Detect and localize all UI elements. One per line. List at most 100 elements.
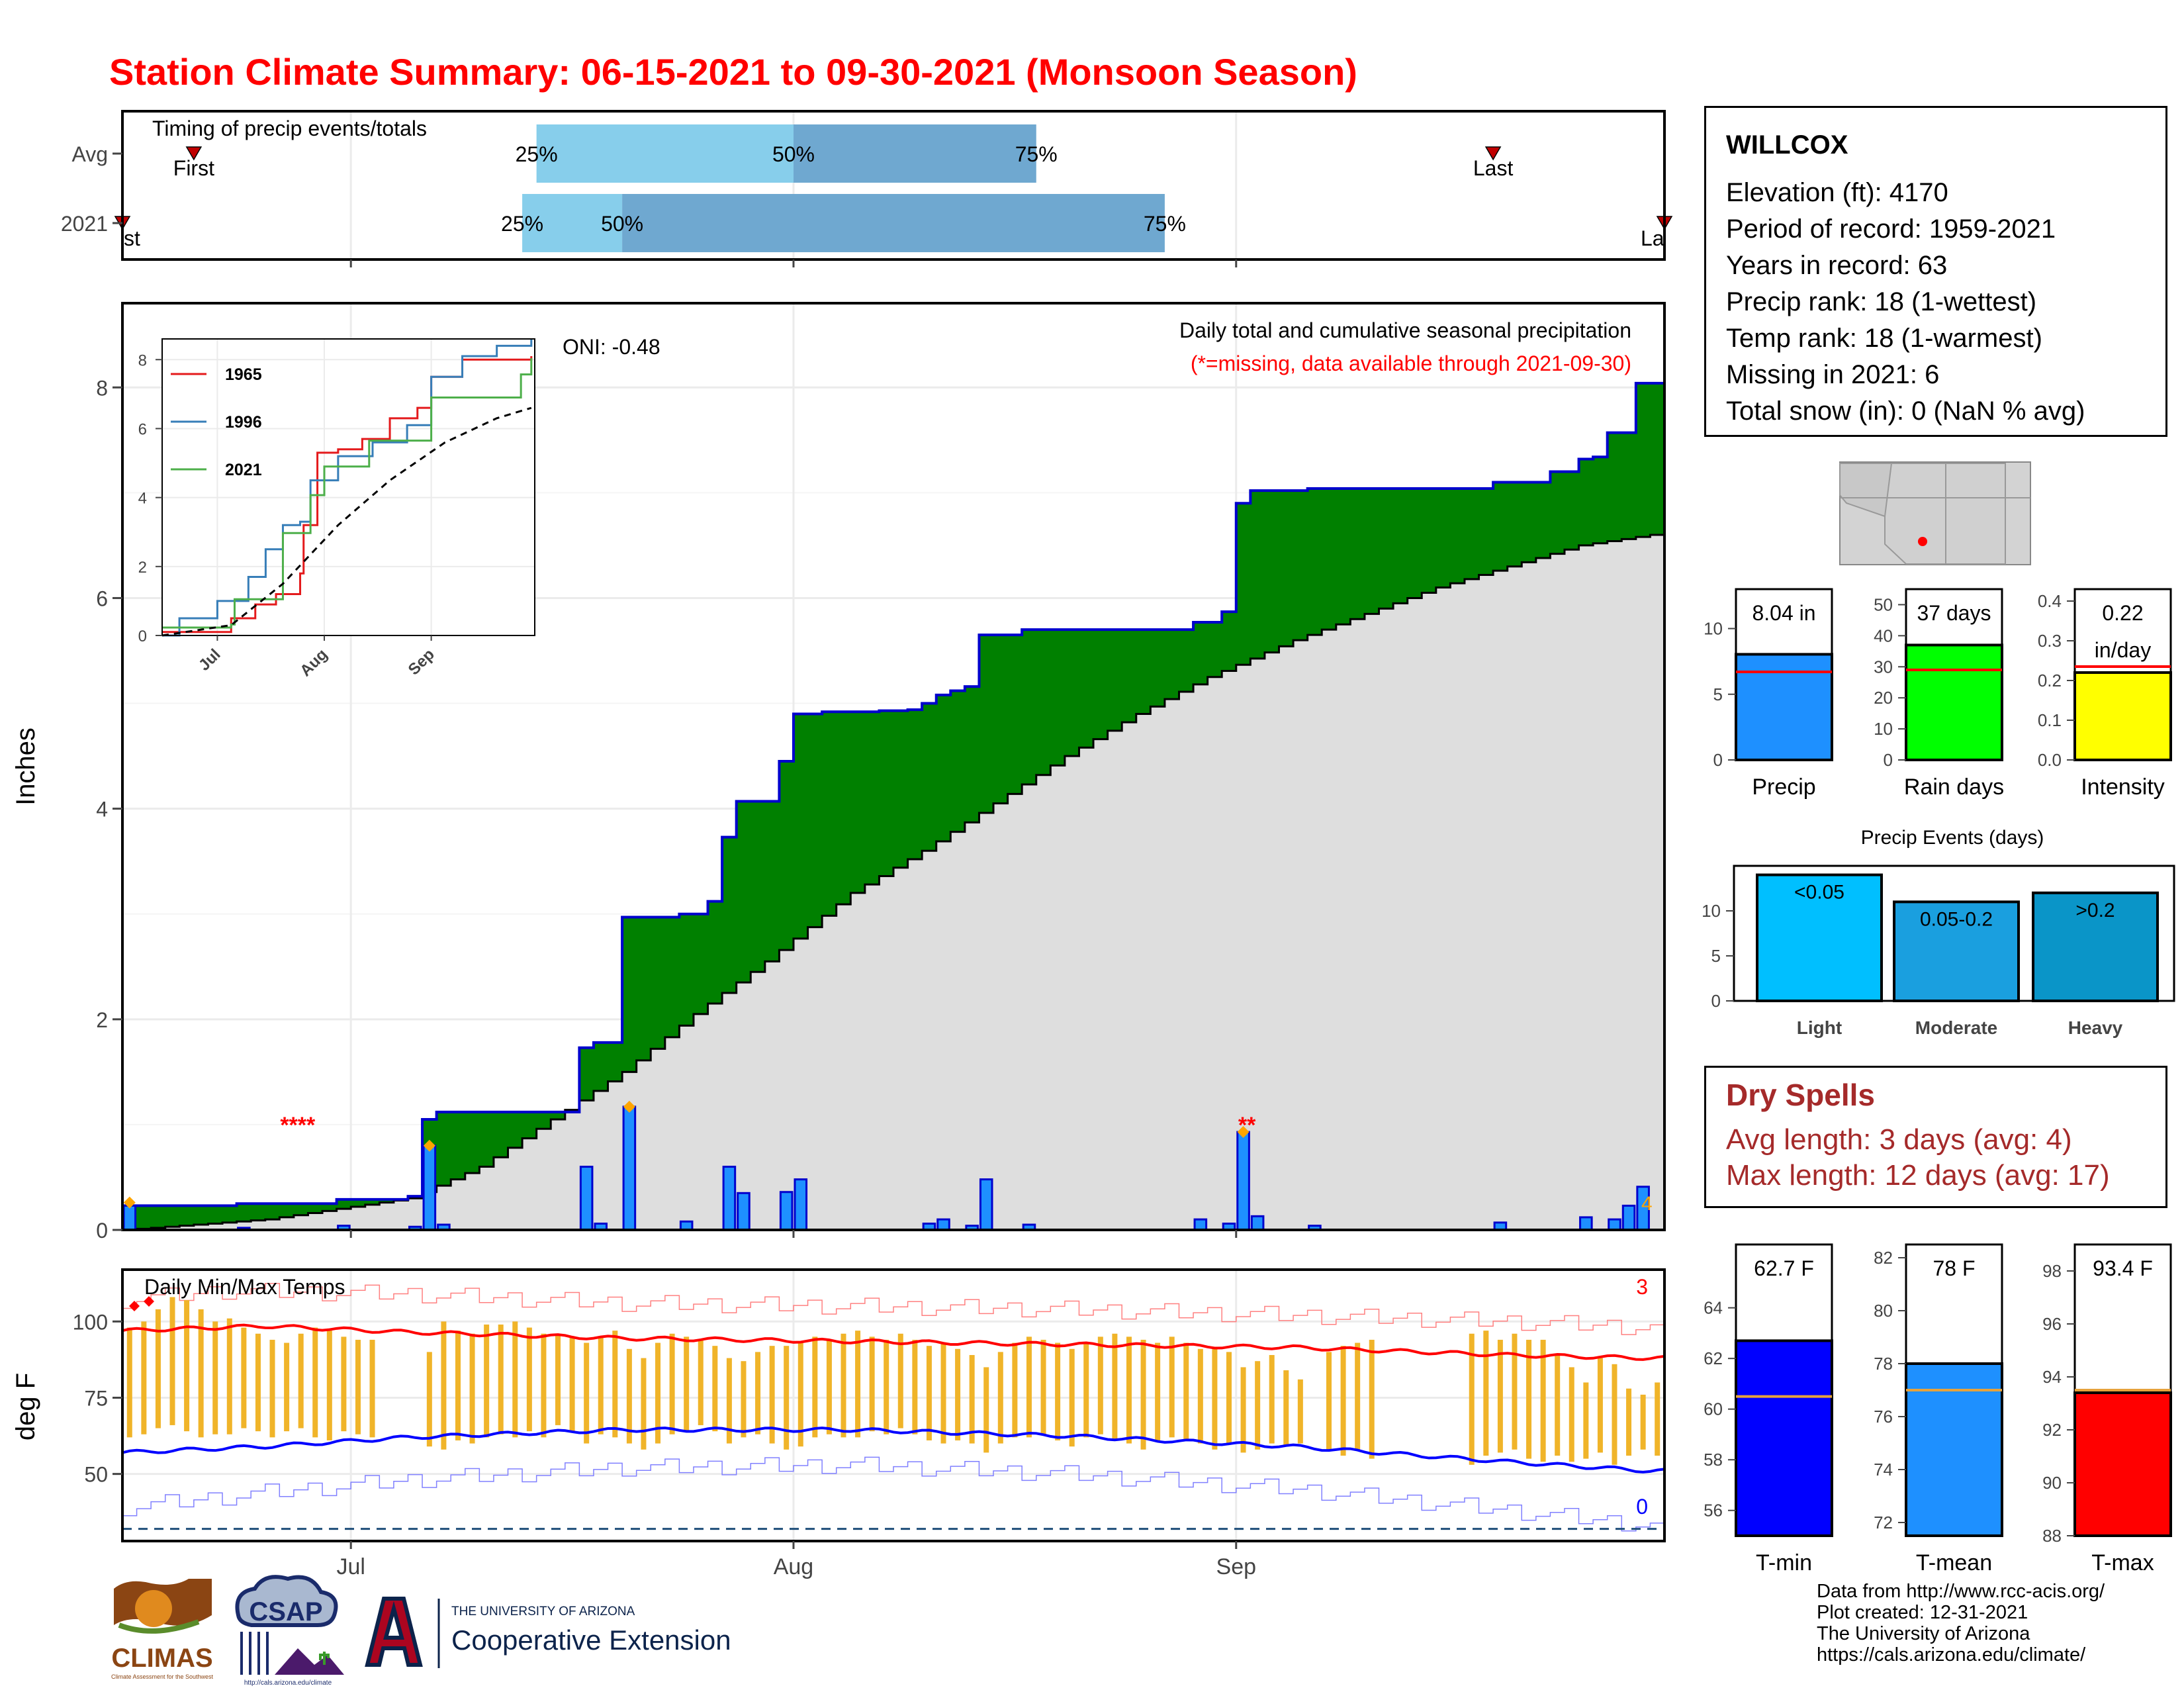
daily-temp-bar-95 <box>1626 1388 1632 1456</box>
daily-temp-bar-58 <box>997 1352 1003 1444</box>
record-count-label: 4 <box>1641 1193 1653 1215</box>
daily-temp-bar-31 <box>612 1331 618 1438</box>
timing-avg-p25-label: 25% <box>516 142 558 166</box>
daily-temp-bar-83 <box>1369 1339 1375 1459</box>
daily-temp-bar-86 <box>1497 1339 1503 1453</box>
csap-cloud-icon <box>235 1575 338 1627</box>
csap-mountain-icon <box>275 1648 344 1675</box>
timing-plot-border <box>121 110 1666 261</box>
t-max-value-label: 93.4 F <box>2093 1256 2153 1280</box>
map-arizona-region <box>1884 463 1946 565</box>
daily-temp-bar-71 <box>1183 1342 1189 1440</box>
average-cumulative-line <box>122 534 1664 1231</box>
daily-temp-bar-5 <box>198 1309 204 1438</box>
daily-temp-bar-22 <box>484 1324 490 1438</box>
daily-temp-bar-6 <box>212 1321 218 1434</box>
daily-precip-bar-11 <box>737 1192 751 1231</box>
t-min-ytick-label-2: 60 <box>1704 1399 1723 1419</box>
daily-temp-bar-41 <box>755 1352 761 1434</box>
daily-record-marker-0 <box>123 1196 136 1209</box>
station-elevation: Elevation (ft): 4170 <box>1726 178 1948 207</box>
daily-temp-bar-1 <box>141 1321 147 1434</box>
temp-plot-border <box>121 1268 1666 1542</box>
station-period: Period of record: 1959-2021 <box>1726 214 2056 244</box>
temp-ytick-label-0: 50 <box>84 1463 108 1487</box>
rain-days-ytick-label-4: 40 <box>1874 626 1893 645</box>
rain-days-ytick-label-3: 30 <box>1874 657 1893 677</box>
missing-data-note: (*=missing, data available through 2021-… <box>1191 352 1631 375</box>
climas-sun-icon <box>135 1590 172 1627</box>
daily-temp-bar-96 <box>1640 1394 1646 1450</box>
daily-temp-bar-57 <box>983 1367 989 1453</box>
intensity-ytick-label-4: 0.4 <box>2038 591 2062 611</box>
timing-2021-p50-label: 50% <box>601 212 643 236</box>
daily-precip-bar-22 <box>1250 1215 1265 1231</box>
daily-temp-bar-37 <box>698 1339 704 1425</box>
inset-legend-label-1965: 1965 <box>225 365 262 384</box>
timing-row-label-1: 2021 <box>61 212 108 236</box>
precip-ytick-label-1: 5 <box>1713 684 1723 704</box>
credit-university: The University of Arizona <box>1817 1623 2030 1644</box>
record-min-temp-line <box>122 1456 1664 1532</box>
daily-temp-bar-50 <box>884 1339 889 1434</box>
station-location-marker <box>1918 537 1927 546</box>
daily-temp-bar-64 <box>1083 1342 1089 1438</box>
daily-precip-bar-26 <box>1608 1218 1621 1231</box>
climas-logo-text: CLIMAS <box>111 1644 212 1673</box>
rain-days-value-bar <box>1905 643 2003 761</box>
inset-series-line-2021 <box>162 358 533 629</box>
average-cumulative-area <box>122 535 1664 1230</box>
daily-temp-bar-70 <box>1169 1336 1175 1438</box>
daily-temp-bar-73 <box>1212 1348 1218 1450</box>
t-min-value-bar <box>1735 1339 1833 1538</box>
daily-temp-bar-85 <box>1483 1331 1489 1456</box>
daily-temp-bar-68 <box>1140 1339 1146 1450</box>
t-max-ytick-label-0: 88 <box>2042 1526 2062 1546</box>
inset-ytick-label-4: 8 <box>138 352 147 369</box>
t-max-ytick-label-1: 90 <box>2042 1473 2062 1493</box>
rain-days-value-label: 37 days <box>1917 601 1991 625</box>
daily-precip-bar-12 <box>779 1191 794 1231</box>
events-bar-label-heavy: >0.2 <box>2075 900 2115 921</box>
timing-avg-q25-50-bar <box>536 124 794 183</box>
t-min-value-label: 62.7 F <box>1754 1256 1814 1280</box>
daily-precip-bar-25 <box>1579 1216 1593 1231</box>
precip-ytick-label-0: 0 <box>1713 750 1723 770</box>
daily-temp-bar-72 <box>1197 1348 1203 1444</box>
csap-logo-text: CSAP <box>249 1597 322 1626</box>
t-mean-value-label: 78 F <box>1933 1256 1975 1280</box>
intensity-ytick-label-2: 0.2 <box>2038 671 2062 690</box>
timing-avg-p75-label: 75% <box>1015 142 1058 166</box>
temp-xtick-label-0: Jul <box>336 1554 365 1579</box>
dry-spells-title: Dry Spells <box>1726 1078 1875 1112</box>
daily-temp-bar-32 <box>626 1348 632 1444</box>
t-mean-ytick-label-5: 82 <box>1874 1248 1893 1268</box>
average-max-temp-line <box>122 1323 1665 1361</box>
temp-ytick-label-1: 75 <box>84 1386 108 1410</box>
t-max-category-label: T-max <box>2091 1550 2154 1575</box>
daily-temp-bar-4 <box>184 1300 190 1432</box>
ua-block-a-icon <box>365 1597 423 1667</box>
dry-spells-avg: Avg length: 3 days (avg: 4) <box>1726 1123 2072 1156</box>
ua-logo-big-text: Cooperative Extension <box>451 1624 731 1656</box>
credit-plot-created: Plot created: 12-31-2021 <box>1817 1602 2028 1623</box>
t-min-ytick-label-0: 56 <box>1704 1501 1723 1521</box>
daily-temp-bar-90 <box>1555 1354 1561 1456</box>
daily-temp-bar-33 <box>641 1358 647 1450</box>
temp-xtick-label-1: Aug <box>774 1554 814 1579</box>
precip-plot-border <box>121 302 1666 1231</box>
daily-precip-bar-0 <box>122 1204 137 1231</box>
station-years: Years in record: 63 <box>1726 251 1948 280</box>
inset-ytick-label-0: 0 <box>138 628 147 645</box>
intensity-value-unit: in/day <box>2095 638 2151 662</box>
ua-logo-small-text: THE UNIVERSITY OF ARIZONA <box>451 1605 635 1618</box>
intensity-value-bar <box>2073 671 2172 761</box>
daily-temp-bar-13 <box>312 1327 318 1438</box>
precip-ytick-label-1: 2 <box>96 1008 108 1032</box>
precip-ytick-label-3: 6 <box>96 586 108 610</box>
timing-2021-q50-75-bar <box>622 194 1165 252</box>
record-high-marker-1 <box>144 1296 154 1307</box>
events-chart-title: Precip Events (days) <box>1861 827 2044 849</box>
daily-temp-bar-35 <box>669 1333 675 1434</box>
